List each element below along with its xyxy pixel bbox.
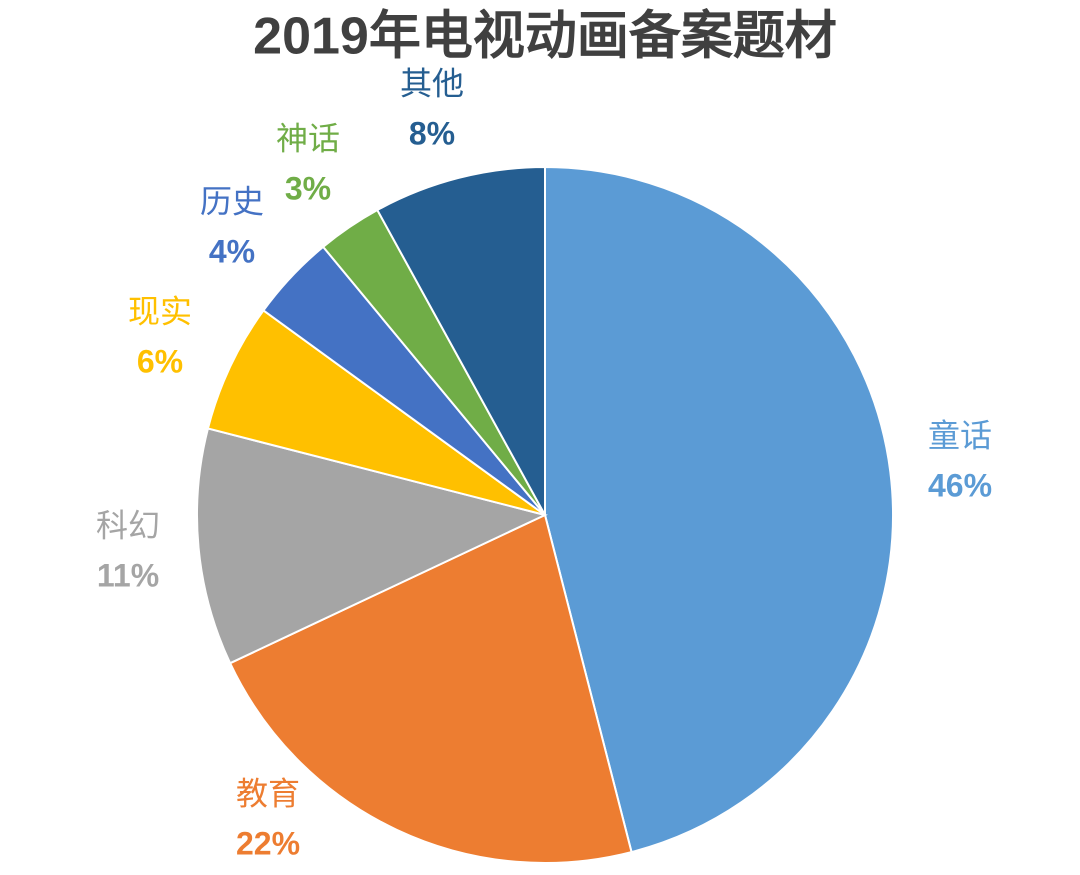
slice-label: 历史 (200, 183, 264, 219)
pie-slice (206, 309, 546, 516)
pie-slice (544, 165, 894, 854)
slice-value-label: 46% (928, 467, 992, 503)
slice-value-label: 8% (409, 115, 455, 151)
slice-value-label: 4% (209, 233, 255, 269)
slice-label: 科幻 (96, 507, 160, 543)
slice-value-label: 6% (137, 343, 183, 379)
slice-label: 其他 (400, 65, 464, 101)
pie-slice (228, 513, 633, 864)
slice-value-label: 11% (97, 557, 159, 593)
slice-label: 现实 (128, 293, 192, 329)
slice-value-label: 3% (285, 170, 331, 206)
slice-value-label: 22% (236, 825, 300, 861)
slice-label: 童话 (928, 417, 992, 453)
slice-label: 教育 (236, 775, 300, 811)
chart-title: 2019年电视动画备案题材 (253, 8, 837, 66)
slice-label: 神话 (276, 120, 340, 156)
pie-slice (196, 427, 548, 665)
pie-slice (375, 165, 546, 516)
